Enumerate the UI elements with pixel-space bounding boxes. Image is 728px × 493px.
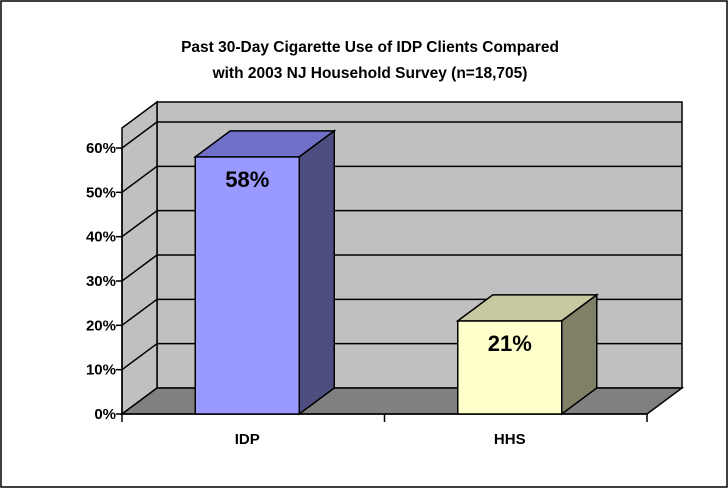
y-tick-label: 30% — [86, 273, 116, 290]
y-tick-label: 0% — [94, 406, 116, 423]
gridline-side — [121, 298, 158, 326]
gridline-side — [121, 343, 158, 371]
bar-side-idp — [298, 129, 335, 416]
y-tick-label: 10% — [86, 362, 116, 379]
data-label-idp: 58% — [225, 167, 269, 192]
gridline-side — [121, 121, 158, 149]
y-tick-label: 50% — [86, 184, 116, 201]
chart-title-line-2: with 2003 NJ Household Survey (n=18,705) — [212, 65, 528, 82]
y-tick-label: 60% — [86, 140, 116, 157]
y-tick-label: 40% — [86, 229, 116, 246]
bar-side-hhs — [561, 293, 598, 416]
bar-front-hhs — [457, 320, 563, 415]
bar-front-idp — [194, 156, 300, 415]
y-tick-label: 20% — [86, 317, 116, 334]
x-tick-label-hhs: HHS — [494, 431, 526, 448]
gridline-side — [121, 165, 158, 193]
gridline-side — [121, 254, 158, 282]
gridline-side — [121, 210, 158, 238]
chart-title-line-1: Past 30-Day Cigarette Use of IDP Clients… — [181, 39, 559, 56]
plot-area: 0% 10% 20% 30% 40% 50% 60% 58% IDP 21% HHS — [86, 100, 685, 448]
x-tick-label-idp: IDP — [235, 431, 260, 448]
data-label-hhs: 21% — [488, 331, 532, 356]
